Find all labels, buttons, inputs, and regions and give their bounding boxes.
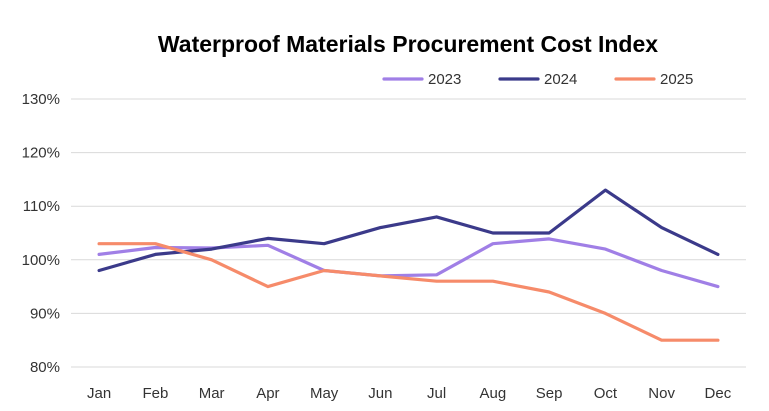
x-tick-label: Feb xyxy=(142,385,168,402)
y-tick-label: 130% xyxy=(22,91,60,108)
x-tick-label: Jan xyxy=(87,385,111,402)
x-tick-label: May xyxy=(310,385,339,402)
y-tick-label: 100% xyxy=(22,252,60,269)
y-tick-label: 120% xyxy=(22,145,60,162)
series-line-2024 xyxy=(97,188,720,273)
series-lines xyxy=(97,188,720,342)
series-line-2023 xyxy=(97,237,720,289)
x-tick-label: Jul xyxy=(427,385,446,402)
x-axis-ticks: Jan Feb Mar Apr May Jun Jul Aug Sep Oct Nov Dec xyxy=(87,385,732,402)
x-tick-label: Nov xyxy=(648,385,675,402)
series-line-2025 xyxy=(97,242,720,342)
x-tick-label: Dec xyxy=(705,385,732,402)
x-tick-label: Mar xyxy=(199,385,225,402)
chart-title: Waterproof Materials Procurement Cost In… xyxy=(158,31,658,57)
x-tick-label: Jun xyxy=(368,385,392,402)
legend-label-2025: 2025 xyxy=(660,71,693,88)
y-tick-label: 90% xyxy=(30,305,60,322)
legend: 2023 2024 2025 xyxy=(382,71,693,88)
y-tick-label: 110% xyxy=(23,198,60,215)
y-axis-ticks: 80% 90% 100% 110% 120% 130% xyxy=(22,91,60,376)
legend-label-2023: 2023 xyxy=(428,71,461,88)
legend-label-2024: 2024 xyxy=(544,71,577,88)
x-tick-label: Oct xyxy=(594,385,618,402)
x-tick-label: Sep xyxy=(536,385,563,402)
x-tick-label: Apr xyxy=(256,385,279,402)
x-tick-label: Aug xyxy=(480,385,507,402)
y-tick-label: 80% xyxy=(30,359,60,376)
gridlines xyxy=(71,98,746,368)
